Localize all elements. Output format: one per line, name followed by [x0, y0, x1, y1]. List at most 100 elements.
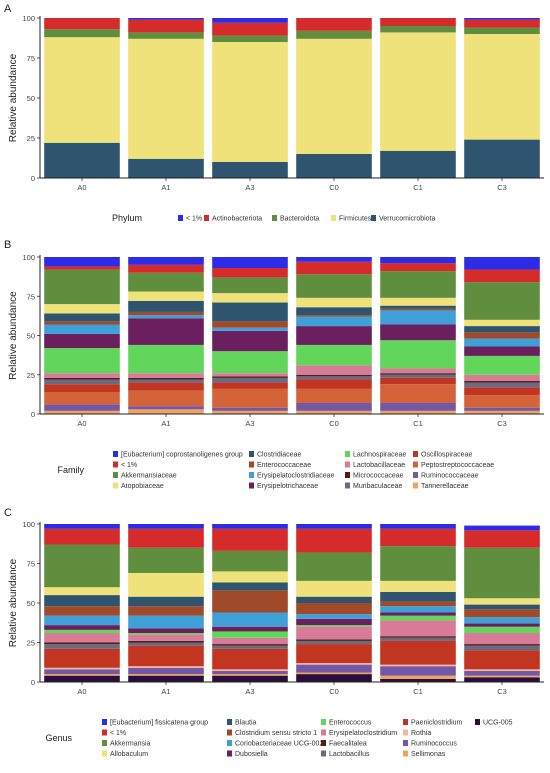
bar-segment: [296, 644, 372, 664]
bar-segment: [296, 344, 372, 366]
bar-segment: [128, 674, 204, 676]
bar-segment: [464, 18, 540, 20]
bar-segment: [128, 264, 204, 273]
bar-segment: [212, 669, 288, 671]
bar-segment: [464, 598, 540, 605]
bar-segment: [128, 666, 204, 668]
legend-label: Micrococcaceae: [353, 473, 404, 480]
bar-segment: [464, 374, 540, 382]
panel-label: A: [4, 3, 12, 15]
bar-segment: [212, 377, 288, 383]
bar-segment: [128, 640, 204, 643]
bar-segment: [128, 645, 204, 667]
legend-swatch: [102, 750, 107, 757]
bar-segment: [128, 675, 204, 682]
panel-label: B: [4, 239, 11, 251]
y-tick-label: 50: [27, 332, 35, 341]
bar-segment: [464, 547, 540, 599]
x-tick-label: A1: [161, 183, 170, 192]
bar-segment: [296, 596, 372, 603]
bar-segment: [464, 34, 540, 140]
bar-segment: [212, 382, 288, 389]
legend-swatch: [227, 740, 232, 746]
bar-segment: [296, 528, 372, 553]
legend: Genus [Eubacterium] fissicatena group < 1%…: [45, 719, 513, 758]
panel-label: C: [4, 507, 12, 519]
bar-segment: [44, 142, 120, 178]
bar-segment: [380, 528, 456, 547]
bar-segment: [380, 666, 456, 676]
bar-segment: [380, 26, 456, 33]
legend-label: Lachnospiraceae: [353, 452, 406, 459]
x-tick-label: C1: [413, 687, 423, 696]
y-tick-label: 0: [31, 678, 35, 687]
bar-segment: [464, 626, 540, 634]
bar-segment: [128, 300, 204, 312]
bar-segment: [380, 601, 456, 607]
legend-label: Lactobacillus: [329, 751, 370, 758]
y-tick-label: 75: [27, 560, 35, 569]
bar-segment: [464, 407, 540, 411]
legend-swatch: [403, 750, 408, 757]
y-tick-label: 100: [22, 520, 35, 529]
chart-panel-a: A Relative abundance 0 25 50 75 100 A0 A1 A3 C0 C1 C…: [4, 3, 544, 223]
legend-label: UCG-005: [483, 720, 513, 727]
x-tick-label: C1: [413, 183, 423, 192]
bar-segment: [44, 392, 120, 405]
x-tick-label: A1: [161, 687, 170, 696]
bar-segment: [380, 664, 456, 667]
legend-label: Atopobiaceae: [121, 483, 164, 490]
chart-panel-c: C Relative abundance 0 25 50 75 100 A0 A1 A3 C0 C1 C…: [4, 507, 544, 758]
legend-label: Lactobacillaceae: [353, 462, 405, 469]
bar-segment: [464, 645, 540, 651]
bar-segment: [380, 377, 456, 385]
bar-segment: [380, 324, 456, 341]
bar-segment: [464, 623, 540, 627]
bar-segment: [296, 261, 372, 275]
legend-swatch: [413, 482, 418, 489]
legend-label: Bacteroidota: [280, 216, 319, 223]
bar-segment: [464, 27, 540, 34]
bar-segment: [128, 32, 204, 39]
x-tick-label: A0: [77, 183, 86, 192]
legend-swatch: [249, 451, 254, 457]
bar-segment: [464, 609, 540, 618]
bar-segment: [380, 410, 456, 414]
bar-segment: [464, 326, 540, 333]
bar-segment: [128, 291, 204, 301]
bar-segment: [44, 595, 120, 607]
bar-segment: [380, 678, 456, 682]
legend-swatch: [227, 750, 232, 757]
y-tick-label: 50: [27, 599, 35, 608]
bar-segment: [128, 615, 204, 629]
bar-segment: [296, 603, 372, 615]
bar-segment: [128, 373, 204, 378]
bar-segment: [464, 319, 540, 327]
bar-segment: [128, 572, 204, 597]
legend-label: Blautia: [235, 720, 257, 727]
bar-segment: [296, 388, 372, 404]
bar-segment: [464, 410, 540, 414]
bar-segment: [380, 374, 456, 378]
x-tick-label: C3: [497, 419, 507, 428]
bar-segment: [44, 528, 120, 545]
bar-segment: [212, 407, 288, 411]
legend-label: < 1%: [110, 730, 126, 737]
legend-swatch: [475, 719, 480, 725]
legend-swatch: [249, 472, 254, 478]
x-tick-label: A3: [245, 183, 254, 192]
bar-segment: [128, 272, 204, 292]
legend-title: Genus: [45, 733, 72, 743]
bar-segment: [296, 640, 372, 645]
bar-segment: [296, 664, 372, 673]
legend-label: Allobaculum: [110, 751, 148, 758]
y-tick-label: 25: [27, 134, 35, 143]
bar-segment: [380, 637, 456, 641]
bar-segment: [464, 381, 540, 383]
bar-segment: [44, 313, 120, 322]
legend-swatch: [345, 472, 350, 478]
bar-segment: [380, 636, 456, 638]
bar-segment: [212, 257, 288, 268]
